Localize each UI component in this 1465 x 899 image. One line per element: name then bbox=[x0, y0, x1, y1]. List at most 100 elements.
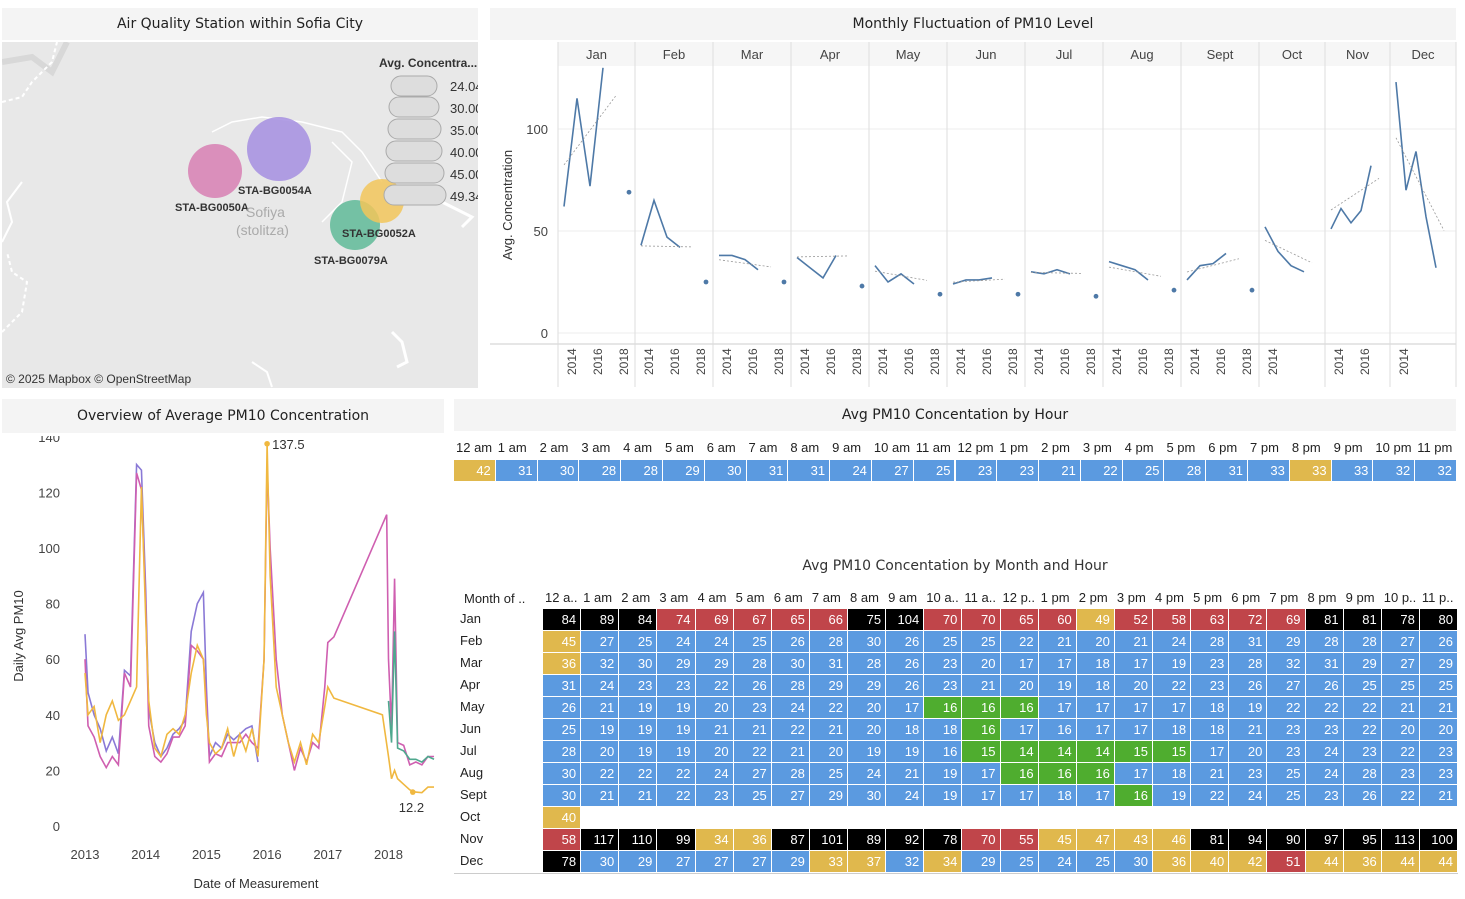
series-line bbox=[1108, 260, 1149, 281]
month-row-label: Apr bbox=[460, 677, 481, 692]
month-hour-cell: 19 bbox=[848, 741, 886, 762]
series-line bbox=[84, 462, 259, 763]
month-hour-cell: 19 bbox=[619, 697, 657, 718]
month-hour-cell: 25 bbox=[924, 631, 962, 652]
x-tick-label: 2014 bbox=[720, 348, 734, 375]
month-row-label: Nov bbox=[460, 831, 484, 846]
month-label: Oct bbox=[1282, 47, 1303, 62]
month-hour-cell: 25 bbox=[1343, 675, 1381, 696]
hour-cell: 30 bbox=[704, 460, 746, 481]
series-line bbox=[1186, 252, 1227, 281]
month-hour-cell: 30 bbox=[771, 653, 809, 674]
month-hour-column-header: 8 am bbox=[850, 590, 879, 605]
month-hour-cell: 78 bbox=[543, 851, 581, 872]
month-hour-cell: 70 bbox=[924, 609, 962, 630]
overview-chart: 0 20 40 60 80 100 120 140 2013 2014 2015 2016 2017 20… bbox=[11, 436, 435, 891]
month-hour-cell: 51 bbox=[1267, 851, 1305, 872]
data-point bbox=[937, 291, 943, 297]
month-hour-cell: 31 bbox=[809, 653, 847, 674]
monthly-title: Monthly Fluctuation of PM10 Level bbox=[490, 8, 1456, 40]
x-tick-label: 2014 bbox=[1332, 348, 1346, 375]
x-tick-label: 2016 bbox=[824, 348, 838, 375]
month-hour-cell: 21 bbox=[1419, 785, 1457, 806]
hour-title: Avg PM10 Concentation by Hour bbox=[454, 399, 1456, 431]
legend-value: 45.00 bbox=[450, 167, 478, 182]
month-hour-cell: 92 bbox=[886, 829, 924, 850]
station-bubble[interactable] bbox=[188, 144, 242, 198]
y-tick-label: 20 bbox=[46, 763, 60, 778]
month-hour-cell: 97 bbox=[1305, 829, 1343, 850]
month-hour-cell: 18 bbox=[1153, 719, 1191, 740]
month-hour-cell: 28 bbox=[809, 631, 847, 652]
month-hour-cell: 22 bbox=[581, 763, 619, 784]
month-hour-column-header: 6 pm bbox=[1231, 590, 1261, 605]
hour-cell: 27 bbox=[871, 460, 913, 481]
month-hour-cell: 29 bbox=[1267, 631, 1305, 652]
month-hour-cell: 46 bbox=[1153, 829, 1191, 850]
month-row-label: Dec bbox=[460, 853, 484, 868]
month-hour-cell: 25 bbox=[733, 631, 771, 652]
annotation-label: 12.2 bbox=[399, 800, 424, 815]
month-hour-cell: 25 bbox=[1076, 851, 1114, 872]
month-hour-cell: 101 bbox=[809, 829, 847, 850]
x-tick-label: 2014 bbox=[876, 348, 890, 375]
hour-cell: 31 bbox=[746, 460, 788, 481]
month-hour-cell: 17 bbox=[1153, 697, 1191, 718]
month-hour-cell: 29 bbox=[1419, 653, 1457, 674]
month-hour-cell: 20 bbox=[1000, 675, 1038, 696]
month-hour-column-header: 11 p.. bbox=[1421, 590, 1454, 605]
month-hour-cell: 29 bbox=[848, 675, 886, 696]
month-row-label: Sept bbox=[460, 787, 487, 802]
month-hour-cell: 22 bbox=[809, 697, 847, 718]
series-line bbox=[387, 631, 435, 764]
month-hour-cell: 29 bbox=[695, 653, 733, 674]
month-hour-cell: 22 bbox=[733, 741, 771, 762]
month-hour-cell: 27 bbox=[657, 851, 695, 872]
month-hour-cell: 24 bbox=[848, 763, 886, 784]
month-hour-cell: 19 bbox=[1038, 675, 1076, 696]
hour-cell: 21 bbox=[1039, 460, 1080, 481]
month-hour-cell: 33 bbox=[809, 851, 847, 872]
month-hour-cell: 17 bbox=[1114, 763, 1152, 784]
series-line bbox=[874, 265, 915, 285]
map-area[interactable]: STA-BG0054A STA-BG0050A STA-BG0052A STA-… bbox=[2, 42, 478, 388]
hour-column-header: 1 pm bbox=[999, 440, 1029, 455]
month-hour-cell: 52 bbox=[1114, 609, 1152, 630]
month-hour-cell: 28 bbox=[1343, 763, 1381, 784]
month-hour-cell: 24 bbox=[695, 763, 733, 784]
month-hour-cell: 45 bbox=[543, 631, 581, 652]
hour-cell: 28 bbox=[621, 460, 662, 481]
series-line bbox=[1330, 165, 1372, 230]
x-tick-label: 2014 bbox=[1110, 348, 1124, 375]
month-hour-cell: 58 bbox=[1153, 609, 1191, 630]
month-hour-cell: 23 bbox=[1191, 653, 1229, 674]
x-axis-label: Date of Measurement bbox=[193, 876, 318, 891]
station-label: STA-BG0079A bbox=[314, 255, 388, 267]
month-hour-cell: 94 bbox=[1229, 829, 1267, 850]
bottom-rule bbox=[454, 873, 1458, 874]
month-hour-cell: 23 bbox=[1419, 763, 1457, 784]
month-hour-cell: 23 bbox=[657, 675, 695, 696]
station-bubble[interactable] bbox=[247, 117, 311, 181]
month-hour-cell: 26 bbox=[1419, 631, 1457, 652]
month-label: Jul bbox=[1056, 47, 1073, 62]
month-label: Apr bbox=[820, 47, 841, 62]
month-hour-cell: 14 bbox=[1038, 741, 1076, 762]
month-hour-cell: 29 bbox=[657, 653, 695, 674]
border-line bbox=[2, 251, 29, 333]
month-hour-cell: 19 bbox=[924, 785, 962, 806]
month-hour-column-header: 8 pm bbox=[1307, 590, 1337, 605]
border-line bbox=[2, 42, 58, 103]
x-tick-label: 2015 bbox=[192, 847, 221, 862]
map-attribution[interactable]: © 2025 Mapbox © OpenStreetMap bbox=[6, 372, 192, 386]
month-hour-cell: 17 bbox=[1114, 653, 1152, 674]
month-hour-cell: 30 bbox=[581, 851, 619, 872]
x-tick-label: 2018 bbox=[694, 348, 708, 375]
hour-cell: 23 bbox=[997, 460, 1039, 481]
month-hour-cell: 28 bbox=[1191, 631, 1229, 652]
month-hour-cell: 25 bbox=[809, 763, 847, 784]
month-hour-column-header: 1 pm bbox=[1040, 590, 1070, 605]
data-point bbox=[626, 189, 632, 195]
month-hour-cell: 18 bbox=[886, 719, 924, 740]
hour-column-header: 9 pm bbox=[1333, 440, 1363, 455]
